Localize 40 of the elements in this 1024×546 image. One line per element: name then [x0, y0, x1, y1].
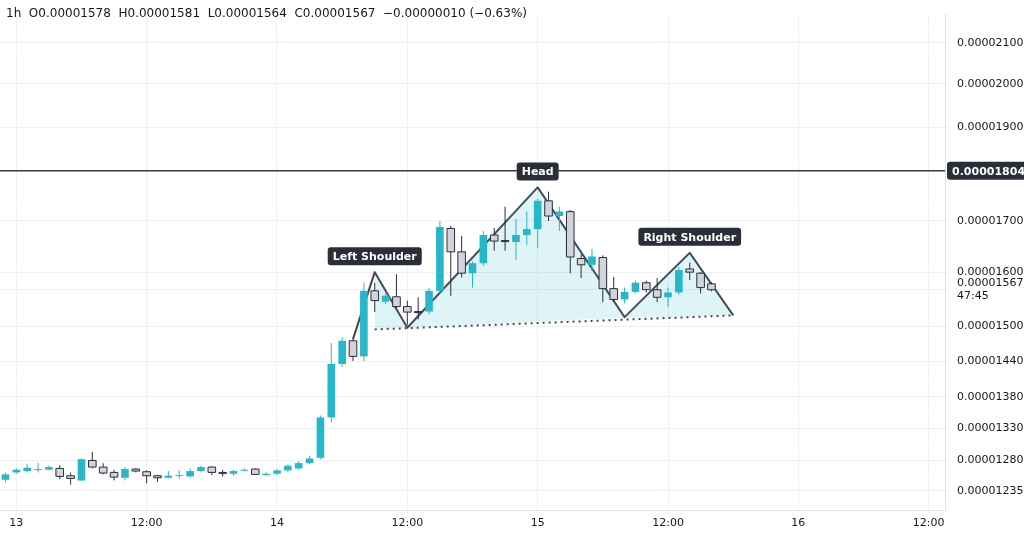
y-tick-label: 0.00002100: [957, 35, 1024, 49]
y-tick-label: 0.00002000: [957, 76, 1024, 90]
x-tick-label: 14: [269, 516, 284, 530]
candlestick: [512, 218, 520, 261]
x-tick-label: 12:00: [391, 516, 424, 530]
x-tick-label: 15: [530, 516, 545, 530]
candlestick: [34, 462, 42, 473]
candlestick: [338, 336, 346, 368]
candlestick: [77, 457, 86, 482]
candlestick: [425, 287, 433, 315]
y-tick-label: 0.00001440: [957, 353, 1024, 367]
x-tick-label: 13: [9, 516, 24, 530]
y-tick-label: 0.00001330: [957, 420, 1024, 434]
y-tick-label: 0.00001280: [957, 453, 1024, 467]
x-tick-label: 12:00: [652, 516, 684, 530]
y-tick-label: 0.00001600: [957, 265, 1024, 278]
annotation: Left Shoulder: [332, 250, 418, 263]
candlestick: [186, 467, 194, 479]
x-tick-label: 12:00: [912, 516, 945, 530]
annotation: Head: [521, 165, 554, 179]
y-tick-label: 0.00001500: [957, 319, 1024, 333]
y-tick-label: 0.00001380: [957, 389, 1024, 403]
candlestick: [457, 235, 466, 278]
candlestick: [664, 287, 672, 308]
ref-line-label: 0.00001804: [951, 164, 1024, 178]
candlestick: [675, 266, 683, 296]
y-tick-label: 0.00001900: [957, 119, 1024, 133]
x-tick-label: 16: [791, 516, 806, 530]
candlestick: [588, 248, 596, 272]
y-tick-label: 0.00001567 47:45: [957, 275, 1024, 303]
candlestick: [468, 261, 477, 289]
candlestick: [544, 191, 553, 222]
x-tick-label: 12:00: [130, 516, 163, 530]
y-tick-label: 0.00001235: [957, 483, 1024, 497]
chart-title: 1h O0.00001578 H0.00001581 L0.00001564 C0.00001567 −0.00000010 (−0.63%): [6, 6, 527, 21]
y-tick-label: 0.00001700: [957, 213, 1024, 227]
candlestick: [523, 211, 531, 246]
candlestick: [609, 276, 619, 303]
annotation: Right Shoulder: [643, 230, 737, 244]
candlestick: [403, 300, 412, 326]
